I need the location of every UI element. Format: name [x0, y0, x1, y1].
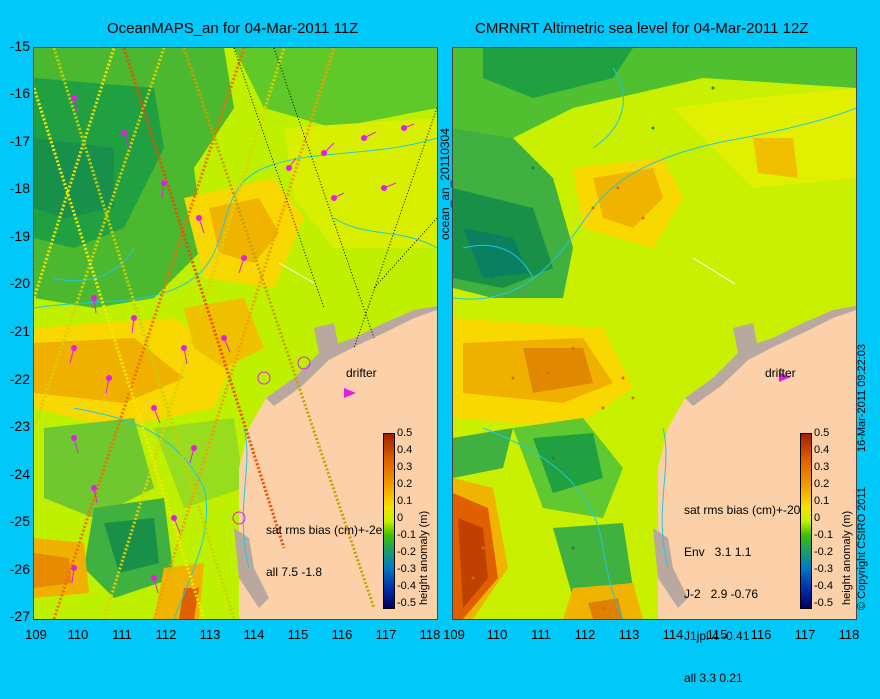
cb-tick: 0.2 [397, 478, 413, 490]
right-stats: sat rms bias (cm)+-20 Env 3.1 1.1 J-2 2.… [684, 475, 800, 699]
cb-tick: -0.1 [814, 529, 833, 541]
stats-line: sat rms bias (cm)+-20 [684, 503, 801, 517]
cb-tick: -0.3 [814, 563, 833, 575]
left-map-panel [33, 47, 438, 620]
x-tick: 118 [838, 627, 860, 642]
cb-tick: 0.2 [814, 478, 830, 490]
left-stats: sat rms bias (cm)+-2e all 7.5 -1.8 [266, 495, 382, 593]
cb-tick: -0.2 [814, 546, 833, 558]
x-tick: 112 [574, 627, 596, 642]
stats-line: Env 3.1 1.1 [684, 545, 752, 559]
copyright: © Copyright CSIRO 2011 [856, 487, 868, 610]
cb-tick: 0.4 [397, 444, 413, 456]
y-tick: -23 [9, 418, 30, 434]
cb-tick: -0.2 [397, 546, 416, 558]
right-map-svg [453, 48, 856, 619]
right-panel-title: CMRNRT Altimetric sea level for 04-Mar-2… [475, 20, 809, 37]
left-side-label: ocean_an_20110304 [438, 128, 452, 240]
x-tick: 109 [443, 627, 465, 642]
y-tick: -24 [9, 466, 30, 482]
cb-tick: 0.1 [397, 495, 413, 507]
stats-line: J1jpl 4 -0.41 [684, 629, 750, 643]
x-tick: 115 [287, 627, 309, 642]
cb-tick: -0.4 [814, 580, 833, 592]
left-drifter-label: drifter [346, 366, 377, 380]
cb-tick: 0.3 [814, 461, 830, 473]
cb-tick: 0.5 [814, 427, 830, 439]
x-tick: 111 [531, 627, 551, 642]
y-tick: -21 [9, 323, 30, 339]
left-map-svg [34, 48, 437, 619]
x-tick: 110 [486, 627, 508, 642]
x-tick: 115 [706, 627, 728, 642]
x-tick: 118 [419, 627, 441, 642]
left-colorbar-label: height anomaly (m) [418, 510, 430, 605]
x-tick: 113 [618, 627, 640, 642]
x-tick: 117 [794, 627, 816, 642]
stats-line: all 3.3 0.21 [684, 671, 743, 685]
y-tick: -18 [9, 180, 30, 196]
x-tick: 112 [155, 627, 177, 642]
x-tick: 116 [750, 627, 772, 642]
right-drifter-label: drifter [765, 366, 796, 380]
cb-tick: 0.3 [397, 461, 413, 473]
x-tick: 110 [67, 627, 89, 642]
cb-tick: 0.5 [397, 427, 413, 439]
cb-tick: -0.5 [397, 597, 416, 609]
x-tick: 117 [375, 627, 397, 642]
stats-line: all 7.5 -1.8 [266, 565, 323, 579]
cb-tick: 0 [397, 512, 404, 524]
x-tick: 111 [112, 627, 132, 642]
y-tick: -16 [9, 85, 30, 101]
cb-tick: 0.4 [814, 444, 830, 456]
cb-tick: -0.3 [397, 563, 416, 575]
x-tick: 109 [25, 627, 47, 642]
x-tick: 114 [243, 627, 265, 642]
y-tick: -19 [9, 228, 30, 244]
y-tick: -27 [9, 608, 30, 624]
cb-tick: -0.4 [397, 580, 416, 592]
cb-tick: -0.5 [814, 597, 833, 609]
right-side-label: 16-Mar-2011 09:22:03 [856, 343, 868, 452]
x-tick: 116 [331, 627, 353, 642]
right-map-panel [452, 47, 857, 620]
right-colorbar [800, 433, 812, 609]
stats-line: sat rms bias (cm)+-2e [266, 523, 383, 537]
y-tick: -20 [9, 275, 30, 291]
stats-line: J-2 2.9 -0.76 [684, 587, 759, 601]
x-tick: 114 [662, 627, 684, 642]
y-tick: -26 [9, 561, 30, 577]
left-colorbar [383, 433, 395, 609]
cb-tick: 0 [814, 512, 821, 524]
y-tick: -25 [9, 513, 30, 529]
y-tick: -22 [9, 371, 30, 387]
cb-tick: 0.1 [814, 495, 830, 507]
y-tick: -15 [9, 38, 30, 54]
right-colorbar-label: height anomaly (m) [841, 510, 853, 605]
x-tick: 113 [199, 627, 221, 642]
y-tick: -17 [9, 133, 30, 149]
cb-tick: -0.1 [397, 529, 416, 541]
left-panel-title: OceanMAPS_an for 04-Mar-2011 11Z [107, 20, 359, 37]
